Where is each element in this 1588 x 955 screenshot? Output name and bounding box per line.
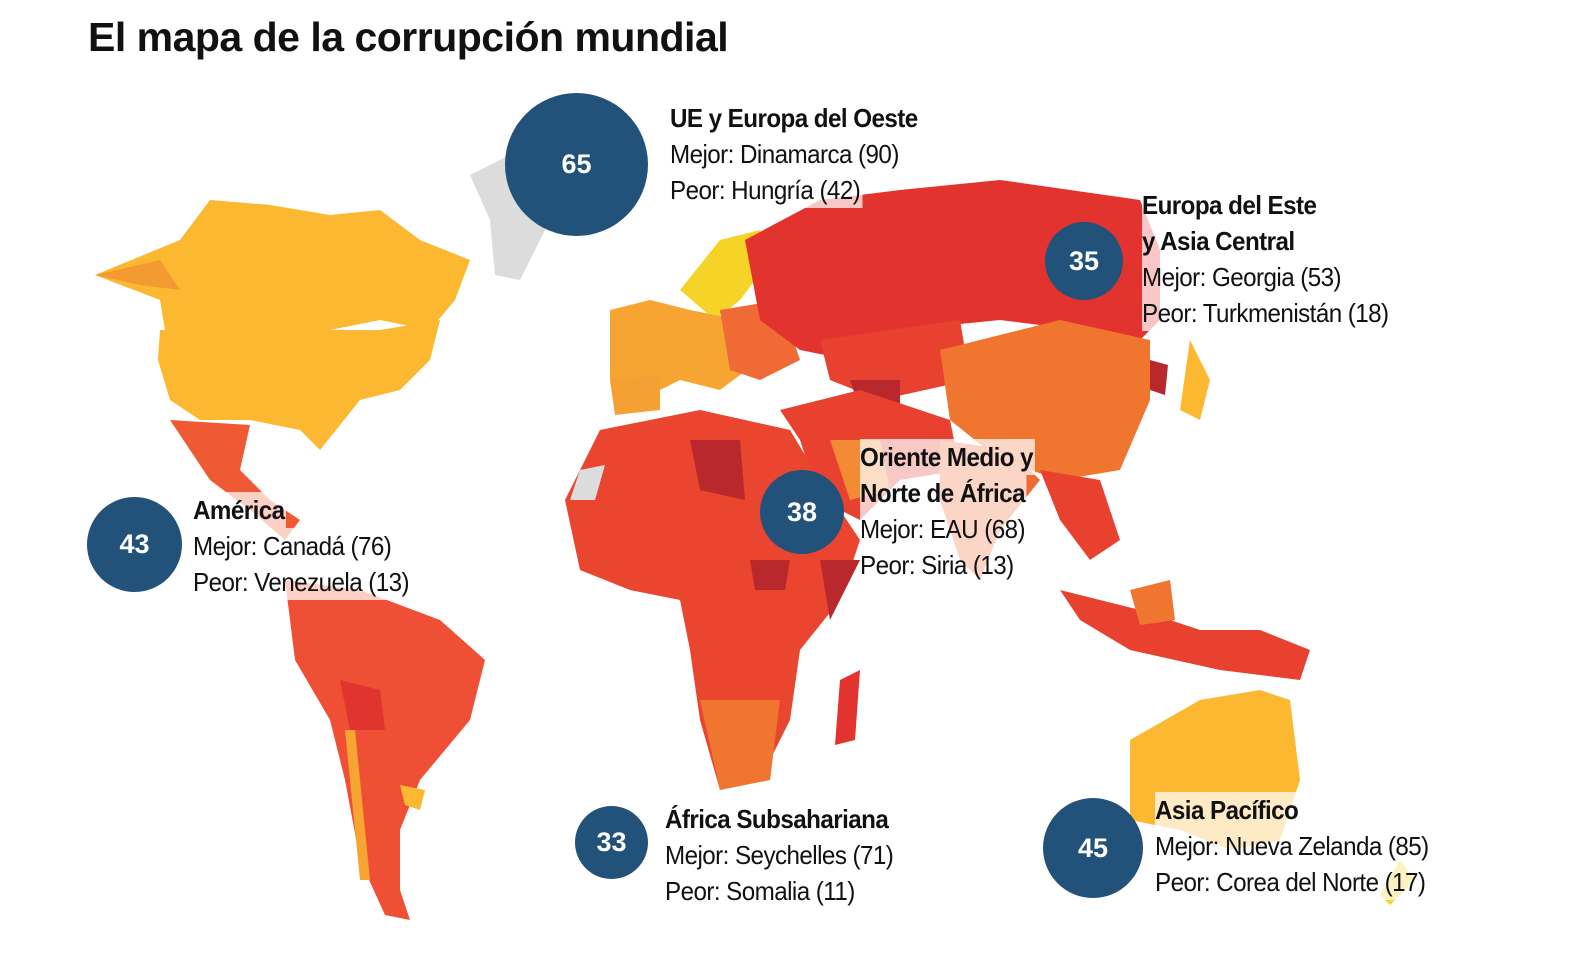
region-title: América	[193, 492, 287, 528]
usa	[158, 320, 440, 450]
borneo	[1130, 580, 1175, 625]
region-best: Mejor: EAU (68)	[860, 511, 1027, 547]
region-best: Mejor: Canadá (76)	[193, 528, 394, 564]
madagascar	[835, 670, 860, 745]
region-best: Mejor: Nueva Zelanda (85)	[1155, 828, 1431, 864]
region-best: Mejor: Georgia (53)	[1142, 259, 1343, 295]
region-worst: Peor: Somalia (11)	[665, 873, 857, 909]
somalia	[820, 560, 860, 620]
bolivia	[340, 680, 385, 730]
region-worst: Peor: Venezuela (13)	[193, 564, 411, 600]
region-label-europe-west: UE y Europa del Oeste Mejor: Dinamarca (…	[670, 100, 920, 208]
region-worst: Peor: Turkmenistán (18)	[1142, 295, 1391, 331]
chile	[345, 730, 370, 880]
region-label-subsaharan-africa: África Subsahariana Mejor: Seychelles (7…	[665, 801, 896, 909]
north-korea	[1150, 360, 1168, 395]
japan	[1180, 340, 1210, 420]
score-bubble-middle-east: 38	[760, 470, 844, 554]
region-best: Mejor: Seychelles (71)	[665, 837, 896, 873]
south-sudan	[750, 560, 790, 590]
indonesia	[1060, 590, 1310, 680]
region-title: Asia Pacífico	[1155, 792, 1301, 828]
region-title: Europa del Este	[1142, 187, 1319, 223]
score-bubble-subsaharan-africa: 33	[575, 806, 648, 879]
score-bubble-america: 43	[87, 497, 182, 592]
region-worst: Peor: Corea del Norte (17)	[1155, 864, 1428, 900]
canada	[95, 200, 470, 330]
alaska	[95, 260, 180, 290]
region-worst: Peor: Siria (13)	[860, 547, 1016, 583]
southeast-asia	[1040, 470, 1120, 560]
region-title: Oriente Medio y	[860, 439, 1035, 475]
libya	[690, 440, 745, 500]
score-bubble-eastern-europe: 35	[1045, 222, 1123, 300]
region-title: UE y Europa del Oeste	[670, 100, 920, 136]
region-title: África Subsahariana	[665, 801, 891, 837]
region-title-line2: Norte de África	[860, 475, 1027, 511]
region-label-asia-pacific: Asia Pacífico Mejor: Nueva Zelanda (85) …	[1155, 792, 1431, 900]
russia	[745, 180, 1160, 360]
western-sahara	[570, 465, 605, 500]
region-best: Mejor: Dinamarca (90)	[670, 136, 901, 172]
region-label-middle-east: Oriente Medio y Norte de África Mejor: E…	[860, 439, 1035, 583]
region-label-america: América Mejor: Canadá (76) Peor: Venezue…	[193, 492, 411, 600]
iberia	[610, 375, 660, 415]
score-bubble-europe-west: 65	[505, 93, 648, 236]
region-worst: Peor: Hungría (42)	[670, 172, 863, 208]
uruguay	[400, 785, 425, 810]
region-label-eastern-europe: Europa del Este y Asia Central Mejor: Ge…	[1142, 187, 1391, 331]
score-bubble-asia-pacific: 45	[1043, 798, 1143, 898]
southern-africa	[700, 700, 780, 790]
south-america	[285, 580, 485, 920]
page-title: El mapa de la corrupción mundial	[88, 14, 729, 60]
region-title-line2: y Asia Central	[1142, 223, 1297, 259]
